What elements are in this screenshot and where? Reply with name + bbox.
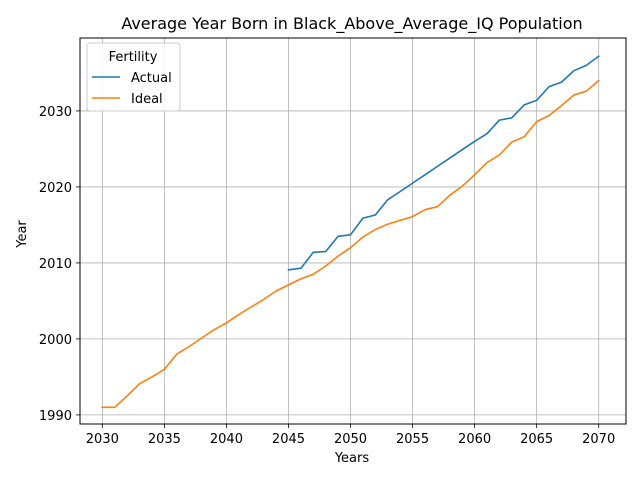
y-tick-label: 1990: [39, 409, 72, 424]
x-axis-label: Years: [334, 451, 370, 466]
x-tick-label: 2030: [86, 432, 119, 447]
legend-label-actual: Actual: [131, 71, 172, 86]
x-tick-label: 2060: [458, 432, 491, 447]
x-tick-label: 2035: [148, 432, 181, 447]
x-tick-label: 2045: [272, 432, 305, 447]
x-tick-label: 2055: [396, 432, 429, 447]
y-tick-label: 2020: [39, 181, 72, 196]
x-tick-label: 2050: [334, 432, 367, 447]
y-tick-label: 2010: [39, 257, 72, 272]
legend: Fertility Actual Ideal: [87, 43, 180, 111]
legend-label-ideal: Ideal: [131, 92, 163, 107]
y-axis-label: Year: [15, 220, 30, 249]
chart-title: Average Year Born in Black_Above_Average…: [121, 14, 582, 34]
x-tick-label: 2065: [520, 432, 553, 447]
legend-title: Fertility: [109, 50, 158, 65]
y-tick-label: 2030: [39, 105, 72, 120]
x-tick-label: 2040: [210, 432, 243, 447]
y-tick-label: 2000: [39, 333, 72, 348]
x-tick-label: 2070: [582, 432, 615, 447]
